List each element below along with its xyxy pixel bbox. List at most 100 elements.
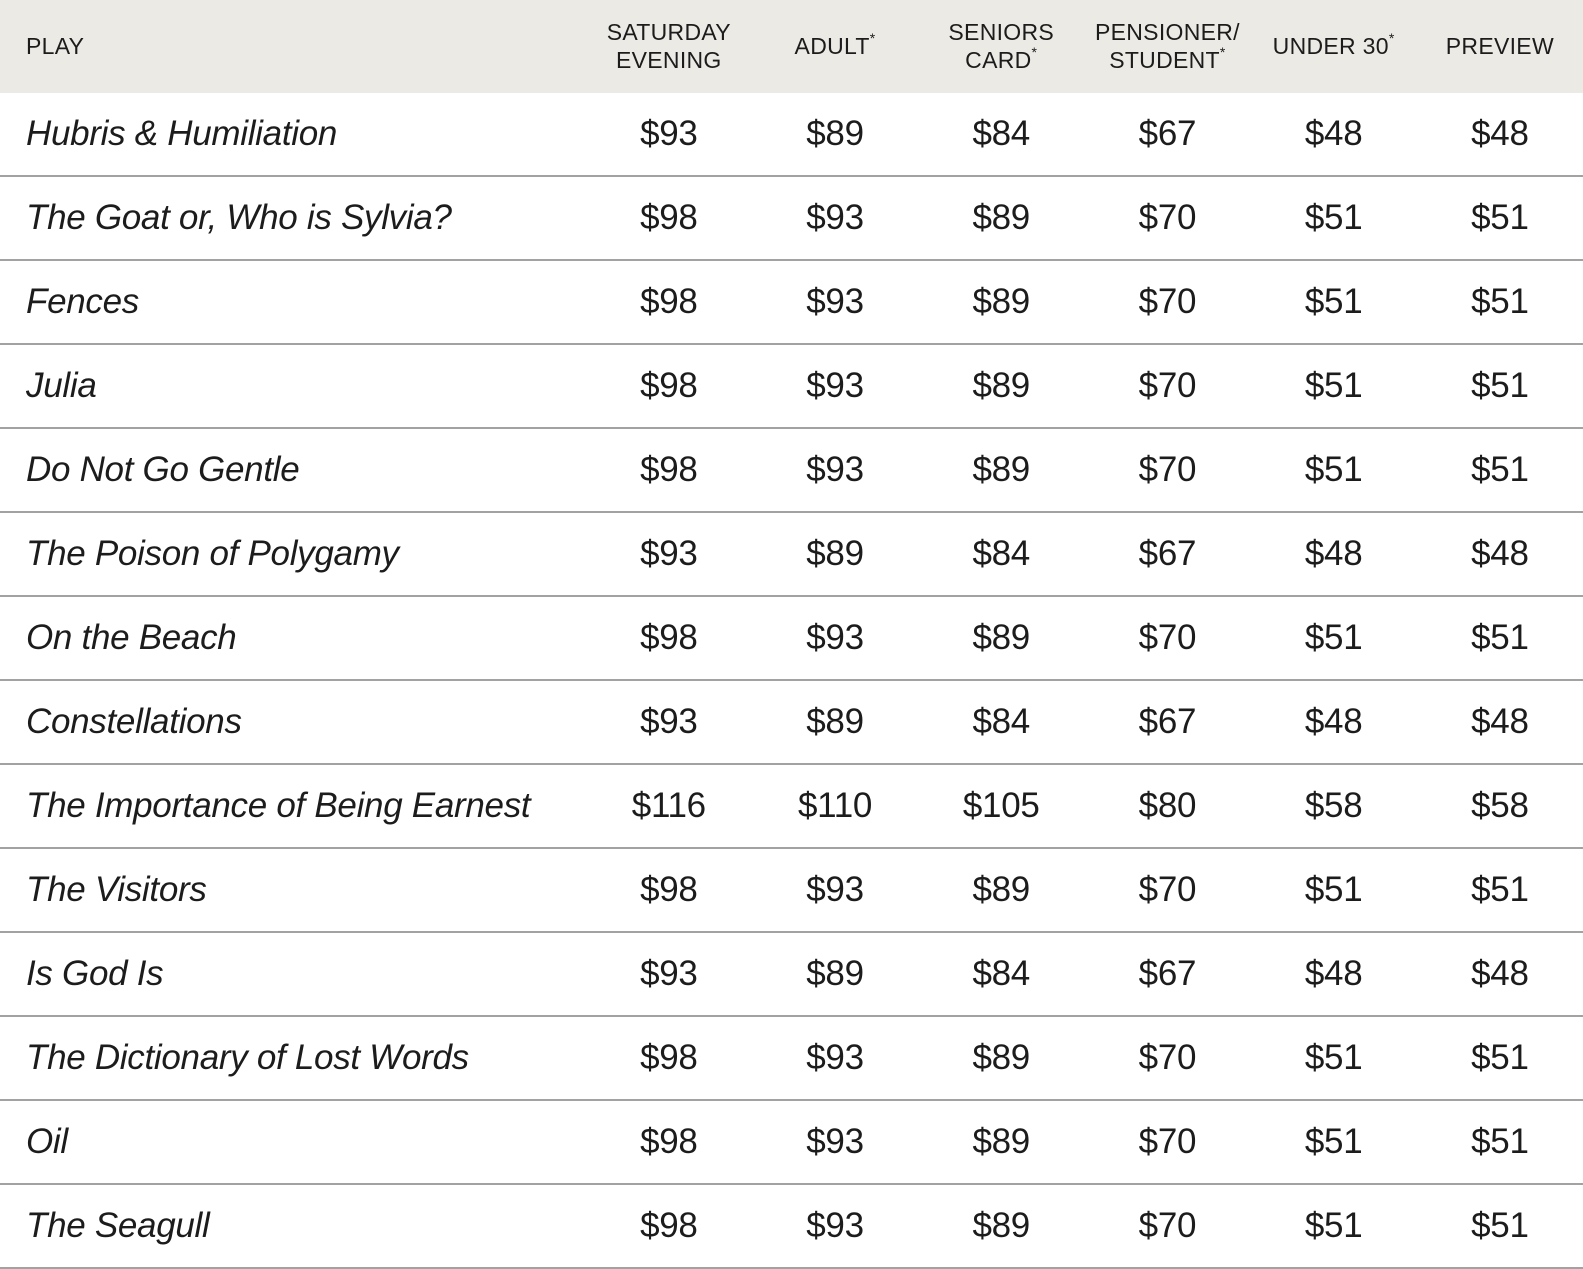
price-cell: $98: [585, 344, 752, 429]
price-cell: $51: [1250, 1100, 1417, 1185]
column-header-pensioner-student: PENSIONER/ STUDENT*: [1084, 0, 1251, 93]
play-title-cell: The Visitors: [0, 848, 586, 933]
play-title-cell: Do Not Go Gentle: [0, 428, 586, 513]
table-row: The Seagull $98 $93 $89 $70 $51 $51: [0, 1184, 1583, 1269]
price-cell: $51: [1250, 1184, 1417, 1269]
column-header-line: CARD*: [918, 43, 1084, 74]
price-cell: $89: [918, 596, 1085, 681]
price-cell: $89: [918, 848, 1085, 933]
price-cell: $51: [1250, 428, 1417, 513]
price-cell: $84: [918, 93, 1085, 177]
price-cell: $51: [1416, 596, 1583, 681]
column-header-label: UNDER 30: [1272, 32, 1389, 59]
price-cell: $93: [585, 93, 752, 177]
price-cell: $93: [751, 1016, 919, 1101]
column-header-line: SATURDAY: [586, 19, 752, 46]
price-cell: $93: [751, 428, 919, 513]
column-header-line: UNDER 30*: [1251, 31, 1417, 60]
play-title-cell: Fences: [0, 260, 586, 345]
price-cell: $98: [585, 1016, 752, 1101]
column-header-label: EVENING: [616, 46, 722, 73]
price-cell: $105: [918, 764, 1085, 849]
table-row: The Poison of Polygamy $93 $89 $84 $67 $…: [0, 512, 1583, 597]
column-header-line: PREVIEW: [1417, 33, 1583, 60]
price-cell: $89: [918, 260, 1085, 345]
price-cell: $48: [1416, 93, 1583, 177]
price-cell: $70: [1084, 428, 1251, 513]
price-cell: $116: [585, 764, 752, 849]
price-cell: $48: [1250, 932, 1417, 1017]
price-cell: $70: [1084, 596, 1251, 681]
price-cell: $51: [1416, 1100, 1583, 1185]
price-cell: $84: [918, 680, 1085, 765]
play-title-cell: Julia: [0, 344, 586, 429]
header-row: PLAY SATURDAY EVENING ADULT* SENIORS CAR…: [0, 0, 1583, 93]
table-row: Fences $98 $93 $89 $70 $51 $51: [0, 260, 1583, 345]
price-cell: $67: [1084, 512, 1251, 597]
price-cell: $93: [585, 512, 752, 597]
asterisk: *: [1031, 43, 1038, 60]
column-header-line: PENSIONER/: [1084, 19, 1250, 46]
price-cell: $51: [1416, 176, 1583, 261]
table-row: Julia $98 $93 $89 $70 $51 $51: [0, 344, 1583, 429]
table-row: On the Beach $98 $93 $89 $70 $51 $51: [0, 596, 1583, 681]
price-cell: $93: [751, 1184, 919, 1269]
column-header-adult: ADULT*: [751, 0, 919, 93]
play-title-cell: The Goat or, Who is Sylvia?: [0, 176, 586, 261]
column-header-seniors-card: SENIORS CARD*: [918, 0, 1085, 93]
column-header-line: SENIORS: [918, 19, 1084, 46]
price-cell: $98: [585, 428, 752, 513]
price-cell: $98: [585, 176, 752, 261]
column-header-line: EVENING: [586, 47, 752, 74]
price-cell: $98: [585, 848, 752, 933]
play-title-cell: Hubris & Humiliation: [0, 93, 586, 177]
table-row: The Importance of Being Earnest $116 $11…: [0, 764, 1583, 849]
price-cell: $48: [1416, 932, 1583, 1017]
play-title-cell: The Importance of Being Earnest: [0, 764, 586, 849]
price-cell: $51: [1416, 1016, 1583, 1101]
price-cell: $58: [1416, 764, 1583, 849]
play-title-cell: Constellations: [0, 680, 586, 765]
price-cell: $51: [1250, 1016, 1417, 1101]
column-header-preview: PREVIEW: [1416, 0, 1583, 93]
price-cell: $48: [1416, 680, 1583, 765]
asterisk: *: [1219, 43, 1226, 60]
price-cell: $48: [1416, 512, 1583, 597]
price-cell: $48: [1250, 512, 1417, 597]
column-header-line: STUDENT*: [1084, 43, 1250, 74]
table-row: The Goat or, Who is Sylvia? $98 $93 $89 …: [0, 176, 1583, 261]
table-row: Constellations $93 $89 $84 $67 $48 $48: [0, 680, 1583, 765]
column-header-label: SATURDAY: [606, 19, 731, 46]
price-cell: $98: [585, 596, 752, 681]
play-title-cell: Oil: [0, 1100, 586, 1185]
price-cell: $93: [751, 1100, 919, 1185]
price-cell: $89: [918, 176, 1085, 261]
price-cell: $93: [751, 260, 919, 345]
column-header-label: PREVIEW: [1445, 32, 1554, 59]
price-cell: $93: [585, 680, 752, 765]
price-cell: $89: [918, 1184, 1085, 1269]
price-cell: $51: [1416, 344, 1583, 429]
price-cell: $93: [751, 848, 919, 933]
play-title-cell: On the Beach: [0, 596, 586, 681]
price-cell: $93: [751, 176, 919, 261]
price-cell: $98: [585, 1184, 752, 1269]
price-cell: $70: [1084, 176, 1251, 261]
price-cell: $51: [1250, 260, 1417, 345]
price-cell: $58: [1250, 764, 1417, 849]
play-title-cell: The Dictionary of Lost Words: [0, 1016, 586, 1101]
price-cell: $67: [1084, 932, 1251, 1017]
column-header-label: PLAY: [26, 32, 85, 59]
price-cell: $89: [751, 680, 919, 765]
price-cell: $89: [918, 428, 1085, 513]
price-cell: $70: [1084, 260, 1251, 345]
column-header-label: CARD: [965, 46, 1032, 73]
price-cell: $84: [918, 932, 1085, 1017]
play-title-cell: The Poison of Polygamy: [0, 512, 586, 597]
price-cell: $48: [1250, 680, 1417, 765]
price-cell: $93: [585, 932, 752, 1017]
price-cell: $51: [1250, 344, 1417, 429]
price-cell: $67: [1084, 93, 1251, 177]
price-cell: $48: [1250, 93, 1417, 177]
